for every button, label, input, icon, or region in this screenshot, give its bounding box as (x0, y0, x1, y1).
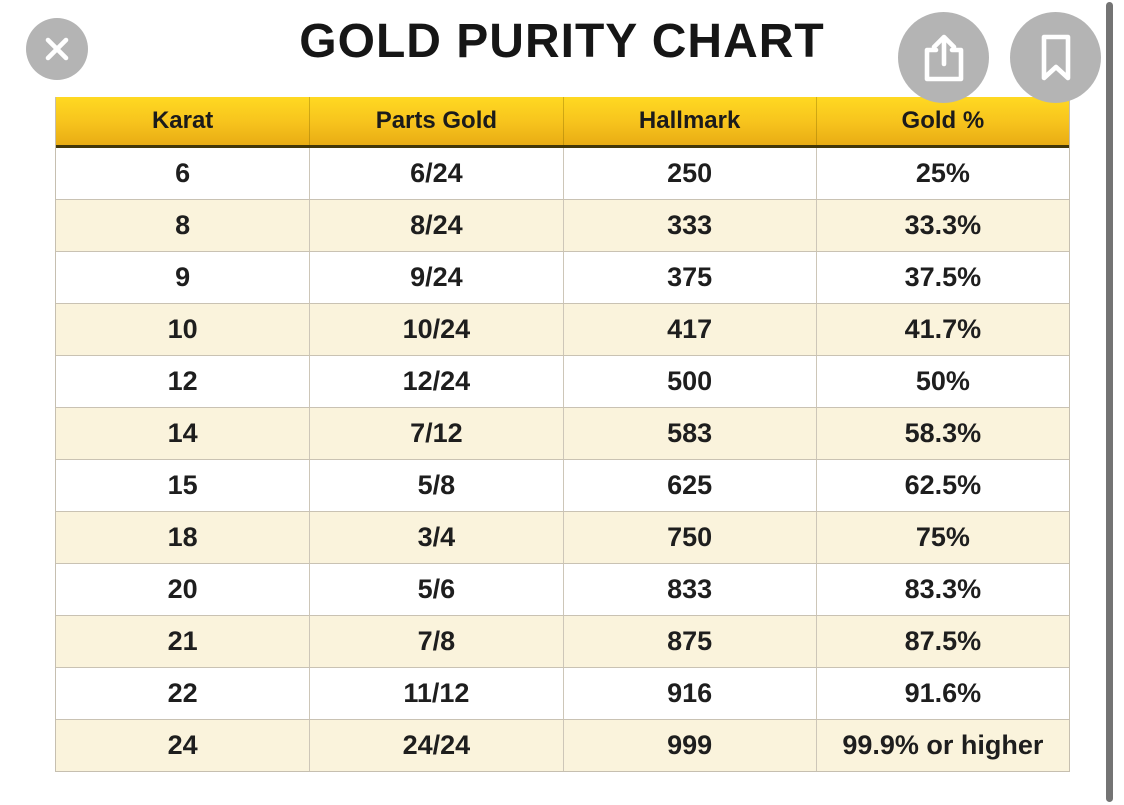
table-row: 8 8/24 333 33.3% (56, 199, 1069, 251)
share-icon (920, 31, 968, 85)
table-cell: 12/24 (309, 356, 562, 407)
table-cell: 833 (562, 564, 816, 615)
table-cell: 7/8 (309, 616, 562, 667)
table-cell: 22 (167, 678, 198, 708)
column-header-parts-gold: Parts Gold (309, 97, 562, 145)
table-cell: 417 (562, 304, 816, 355)
column-header-karat: Karat (151, 107, 214, 134)
table-row: 15 5/8 625 62.5% (56, 459, 1069, 511)
table-cell: 21 (167, 626, 198, 656)
table-cell: 15 (167, 470, 198, 500)
table-cell: 375 (562, 252, 816, 303)
table-cell: 500 (562, 356, 816, 407)
table-cell: 6 (175, 158, 191, 188)
table-cell: 10 (167, 314, 198, 344)
table-header-row: Karat Parts Gold Hallmark Gold % (56, 97, 1069, 148)
table-cell: 3/4 (309, 512, 562, 563)
table-cell: 333 (562, 200, 816, 251)
table-row: 10 10/24 417 41.7% (56, 303, 1069, 355)
table-cell: 12 (167, 366, 198, 396)
table-cell: 9/24 (309, 252, 562, 303)
table-cell: 87.5% (815, 616, 1069, 667)
table-cell: 750 (562, 512, 816, 563)
table-cell: 50% (815, 356, 1069, 407)
scrollbar[interactable] (1106, 2, 1113, 802)
table-cell: 33.3% (815, 200, 1069, 251)
table-cell: 41.7% (815, 304, 1069, 355)
table-cell: 75% (815, 512, 1069, 563)
table-cell: 5/8 (309, 460, 562, 511)
table-row: 6 6/24 250 25% (56, 148, 1069, 199)
table-cell: 8 (175, 210, 191, 240)
table-cell: 250 (562, 148, 816, 199)
table-row: 9 9/24 375 37.5% (56, 251, 1069, 303)
table-cell: 37.5% (815, 252, 1069, 303)
table-cell: 583 (562, 408, 816, 459)
close-icon (41, 33, 73, 65)
table-row: 24 24/24 999 99.9% or higher (56, 719, 1069, 771)
table-cell: 5/6 (309, 564, 562, 615)
table-cell: 999 (562, 720, 816, 771)
share-button[interactable] (898, 12, 989, 103)
table-row: 22 11/12 916 91.6% (56, 667, 1069, 719)
table-cell: 9 (175, 262, 191, 292)
table-cell: 7/12 (309, 408, 562, 459)
column-header-hallmark: Hallmark (562, 97, 816, 145)
table-cell: 62.5% (815, 460, 1069, 511)
table-row: 20 5/6 833 83.3% (56, 563, 1069, 615)
table-cell: 916 (562, 668, 816, 719)
table-cell: 58.3% (815, 408, 1069, 459)
bookmark-button[interactable] (1010, 12, 1101, 103)
table-cell: 14 (167, 418, 198, 448)
table-cell: 625 (562, 460, 816, 511)
table-cell: 24 (167, 730, 198, 760)
table-cell: 10/24 (309, 304, 562, 355)
page-title: GOLD PURITY CHART (299, 15, 825, 68)
table-row: 18 3/4 750 75% (56, 511, 1069, 563)
column-header-gold-pct: Gold % (815, 97, 1069, 145)
table-cell: 18 (167, 522, 198, 552)
table-cell: 20 (167, 574, 198, 604)
table-cell: 24/24 (309, 720, 562, 771)
table-body: 6 6/24 250 25% 8 8/24 333 33.3% 9 9/24 375 37.5% 10 1… (56, 148, 1069, 771)
table-cell: 91.6% (815, 668, 1069, 719)
bookmark-icon (1034, 31, 1078, 85)
table-cell: 25% (815, 148, 1069, 199)
table-cell: 875 (562, 616, 816, 667)
table-row: 14 7/12 583 58.3% (56, 407, 1069, 459)
table-cell: 99.9% or higher (815, 720, 1069, 771)
table-row: 12 12/24 500 50% (56, 355, 1069, 407)
gold-purity-table: Karat Parts Gold Hallmark Gold % 6 6/24 25… (55, 97, 1070, 772)
table-cell: 8/24 (309, 200, 562, 251)
table-row: 21 7/8 875 87.5% (56, 615, 1069, 667)
table-cell: 83.3% (815, 564, 1069, 615)
table-cell: 6/24 (309, 148, 562, 199)
table-cell: 11/12 (309, 668, 562, 719)
close-button[interactable] (26, 18, 88, 80)
